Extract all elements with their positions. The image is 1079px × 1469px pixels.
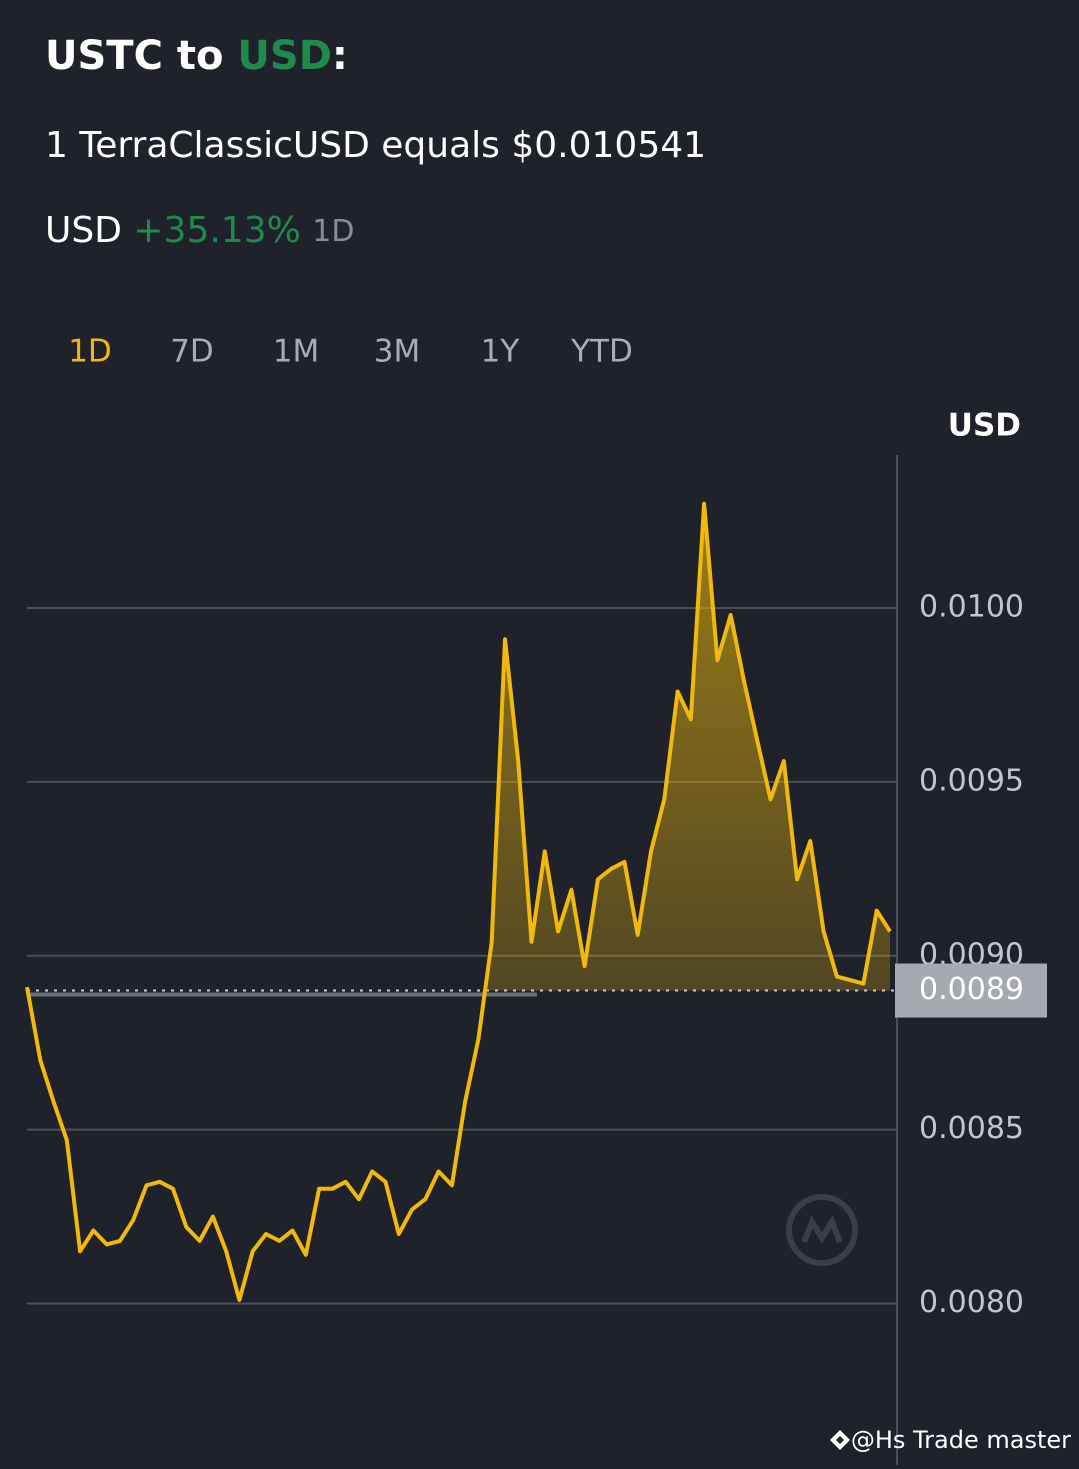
area [27, 503, 890, 991]
watermark-icon [830, 1430, 850, 1450]
y-tick-label: 0.0085 [919, 1111, 1024, 1146]
tab[interactable]: 1Y [481, 334, 520, 370]
tab[interactable]: 7D [170, 334, 214, 370]
watermark: @Hs Trade master [851, 1426, 1071, 1454]
tab[interactable]: YTD [570, 334, 633, 370]
logo [786, 1194, 858, 1266]
tab[interactable]: 1M [273, 334, 319, 370]
axis-label: USD [948, 408, 1021, 444]
current-label: 0.0089 [919, 972, 1024, 1007]
change-row: USD +35.13% 1D [45, 210, 354, 251]
y-tick-label: 0.0080 [919, 1285, 1024, 1320]
price-line [25, 501, 892, 1302]
tab[interactable]: 3M [374, 334, 420, 370]
title-base: USTC to [45, 33, 223, 79]
title: USTC to USD: [45, 33, 348, 79]
title-colon: : [332, 33, 348, 79]
current-badge [895, 963, 1047, 1018]
y-tick-label: 0.0095 [919, 763, 1024, 798]
tab[interactable]: 1D [68, 334, 112, 370]
y-tick-label: 0.0100 [919, 590, 1024, 625]
currency: USD [45, 210, 122, 251]
change: +35.13% [133, 210, 300, 251]
tabs: 1D 7D 1M 3M 1Y YTD [68, 334, 633, 370]
period: 1D [312, 214, 354, 249]
title-quote: USD [237, 33, 332, 79]
rate: 1 TerraClassicUSD equals $0.010541 [45, 125, 706, 166]
